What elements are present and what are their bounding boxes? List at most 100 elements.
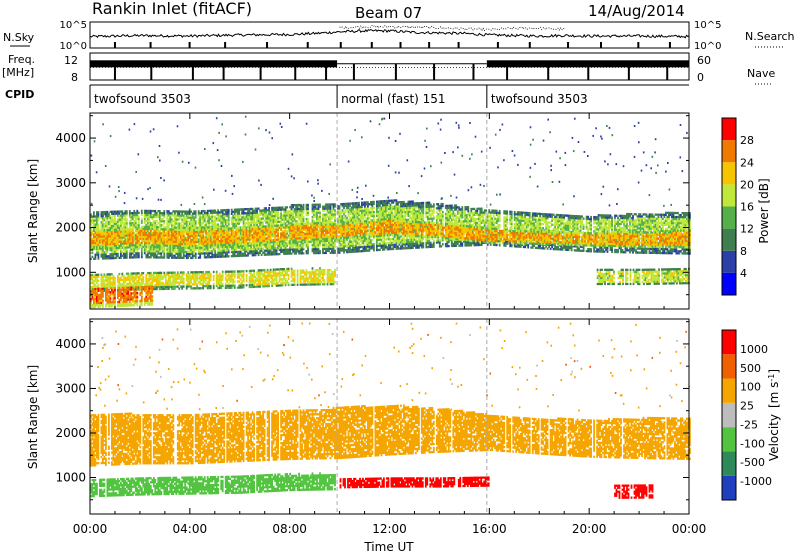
heatmap-cell xyxy=(442,213,444,215)
freq-left-tick-bottom: 8 xyxy=(71,71,78,84)
heatmap-cell xyxy=(174,255,176,257)
heatmap-cell xyxy=(138,256,140,258)
heatmap-cell xyxy=(228,225,230,227)
heatmap-cell xyxy=(132,252,134,254)
nsky-panel: N.Sky 10^5 10^0 10^5 10^0 N.Search xyxy=(3,20,795,52)
heatmap-cell xyxy=(181,212,183,214)
nsearch-right-label: N.Search xyxy=(745,30,795,43)
heatmap-cell xyxy=(484,211,486,213)
heatmap-cell xyxy=(484,224,486,226)
heatmap-cell xyxy=(330,207,332,209)
heatmap-cell xyxy=(180,216,182,218)
heatmap-cell xyxy=(138,216,140,218)
heatmap-cell xyxy=(259,252,261,254)
heatmap-cell xyxy=(334,203,336,205)
heatmap-cell xyxy=(301,250,303,252)
heatmap-cell xyxy=(343,251,345,253)
heatmap-cell xyxy=(195,255,197,257)
heatmap-cell xyxy=(334,246,336,248)
cpid-segment-label: twofsound 3503 xyxy=(94,92,191,106)
heatmap-cell xyxy=(334,242,336,244)
heatmap-cell xyxy=(319,252,321,254)
nsky-series-group xyxy=(90,25,689,48)
heatmap-cell xyxy=(104,219,106,221)
heatmap-cell xyxy=(228,251,230,253)
heatmap-cell xyxy=(192,257,194,259)
heatmap-cell xyxy=(159,222,161,224)
heatmap-cell xyxy=(373,247,375,249)
nsky-series-1 xyxy=(90,30,689,38)
heatmap-cell xyxy=(144,218,146,220)
nsky-right-tick-top: 10^5 xyxy=(694,20,721,31)
heatmap-cell xyxy=(204,218,206,220)
heatmap-cell xyxy=(93,221,95,223)
heatmap-cell xyxy=(373,245,375,247)
heatmap-cell xyxy=(126,257,128,259)
heatmap-cell xyxy=(315,206,317,208)
heatmap-cell xyxy=(211,214,213,216)
heatmap-cell xyxy=(319,220,321,222)
heatmap-cell xyxy=(436,219,438,221)
heatmap-cell xyxy=(319,250,321,252)
heatmap-cell xyxy=(148,220,150,222)
heatmap-cell xyxy=(249,210,251,212)
heatmap-cell xyxy=(98,227,100,229)
heatmap-cell xyxy=(138,220,140,222)
heatmap-cell xyxy=(327,214,329,216)
heatmap-cell xyxy=(431,220,433,222)
heatmap-cell xyxy=(92,217,94,219)
heatmap-cell xyxy=(461,214,463,216)
heatmap-cell xyxy=(307,252,309,254)
heatmap-cell xyxy=(159,210,161,212)
heatmap-cell xyxy=(228,249,230,251)
heatmap-cell xyxy=(334,213,336,215)
heatmap-cell xyxy=(98,256,100,258)
heatmap-cell xyxy=(448,245,450,247)
heatmap-cell xyxy=(174,224,176,226)
heatmap-cell xyxy=(297,220,299,222)
heatmap-cell xyxy=(154,210,156,212)
heatmap-cell xyxy=(428,202,430,204)
heatmap-cell xyxy=(373,207,375,209)
heatmap-cell xyxy=(141,222,143,224)
heatmap-cell xyxy=(418,210,420,212)
heatmap-cell xyxy=(357,216,359,218)
heatmap-cell xyxy=(113,255,115,257)
heatmap-cell xyxy=(187,257,189,259)
heatmap-cell xyxy=(222,223,224,225)
heatmap-cell xyxy=(433,246,435,248)
heatmap-cell xyxy=(214,250,216,252)
nsky-right-tick-bottom: 10^0 xyxy=(694,41,721,52)
heatmap-cell xyxy=(120,249,122,251)
heatmap-cell xyxy=(307,212,309,214)
heatmap-cell xyxy=(98,225,100,227)
heatmap-cell xyxy=(303,216,305,218)
heatmap-cell xyxy=(373,211,375,213)
heatmap-cell xyxy=(274,217,276,219)
heatmap-cell xyxy=(493,216,495,218)
heatmap-cell xyxy=(345,211,347,213)
freq-left-label: Freq. xyxy=(8,53,35,66)
heatmap-cell xyxy=(169,216,171,218)
heatmap-cell xyxy=(235,225,237,227)
heatmap-cell xyxy=(98,252,100,254)
heatmap-cell xyxy=(313,210,315,212)
heatmap-cell xyxy=(481,244,483,246)
heatmap-cell xyxy=(141,214,143,216)
heatmap-cell xyxy=(303,210,305,212)
heatmap-cell xyxy=(334,252,336,254)
heatmap-cell xyxy=(256,210,258,212)
heatmap-cell xyxy=(339,252,341,254)
heatmap-cell xyxy=(107,219,109,221)
heatmap-cell xyxy=(463,222,465,224)
heatmap-cell xyxy=(319,244,321,246)
heatmap-cell xyxy=(345,241,347,243)
heatmap-cell xyxy=(455,208,457,210)
heatmap-cell xyxy=(291,208,293,210)
heatmap-cell xyxy=(110,223,112,225)
heatmap-cell xyxy=(448,241,450,243)
heatmap-cell xyxy=(318,208,320,210)
heatmap-cell xyxy=(135,222,137,224)
heatmap-cell xyxy=(330,205,332,207)
heatmap-cell xyxy=(163,252,165,254)
